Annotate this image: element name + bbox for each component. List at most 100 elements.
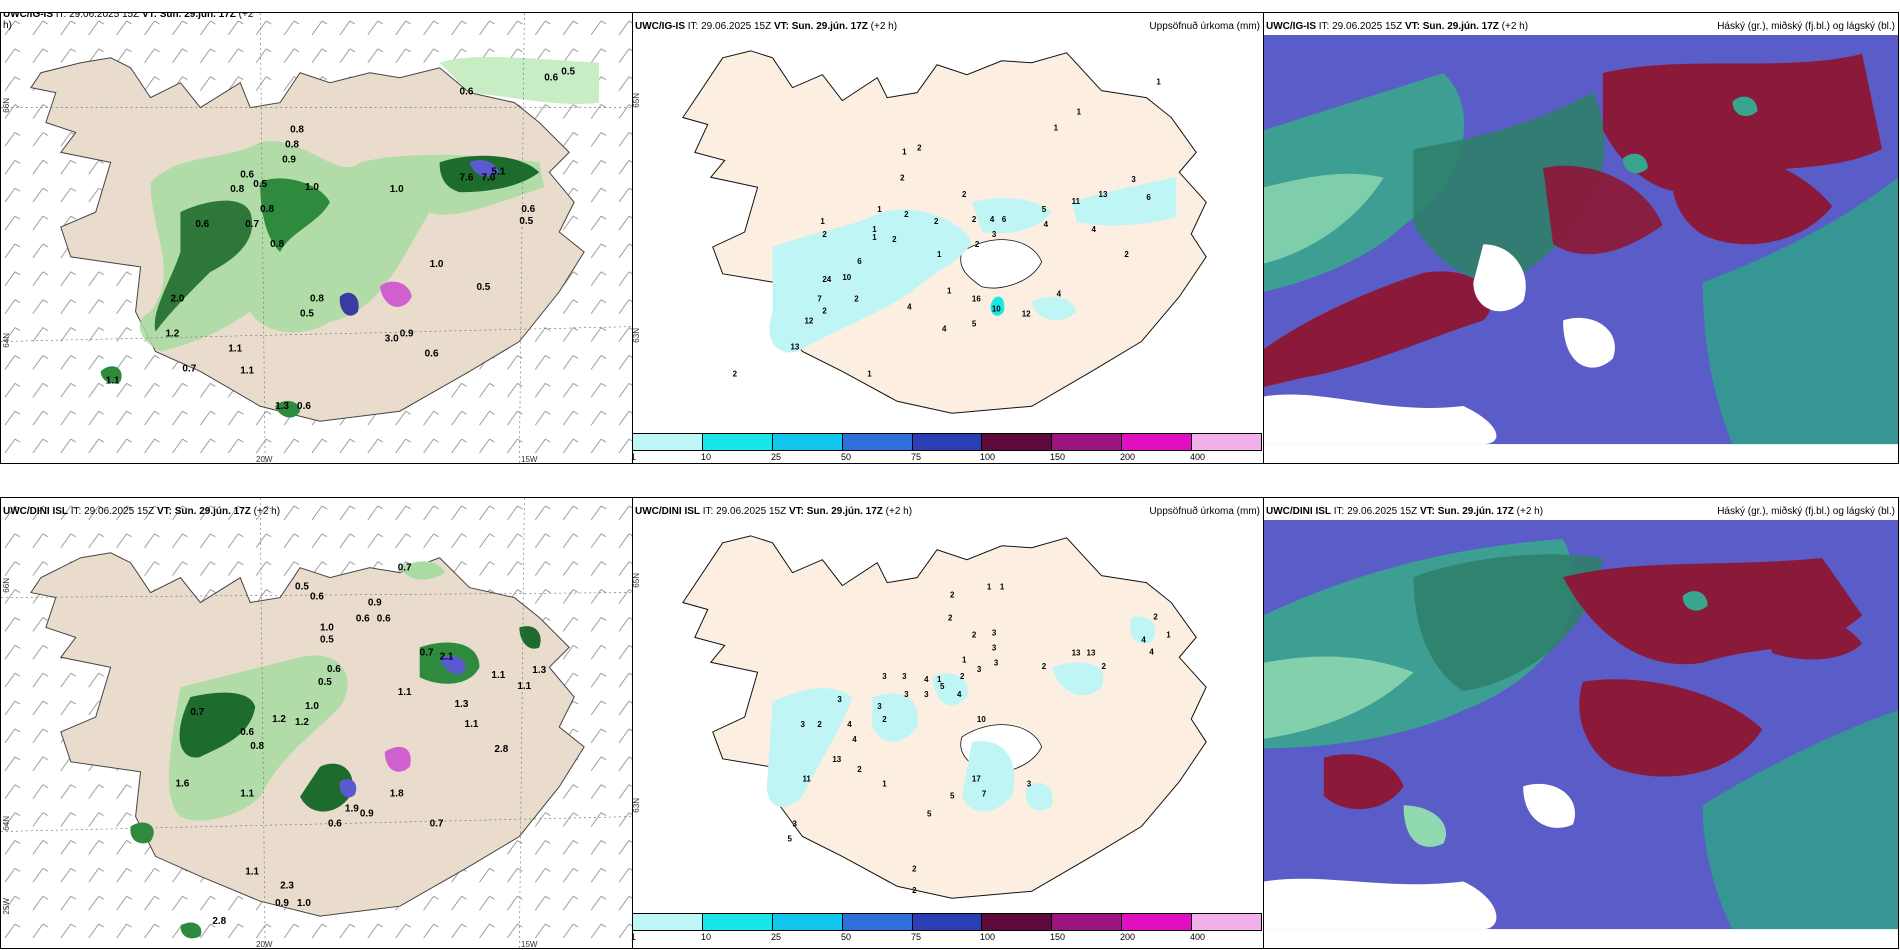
wind-value: 1.1 [240, 365, 254, 376]
panel-title: UWC/IG-IS IT: 29.06.2025 15Z VT: Sun. 29… [635, 21, 898, 32]
precip-value: 2 [962, 190, 967, 199]
precip-value: 3 [924, 690, 929, 699]
colorbar-segment [1052, 914, 1123, 930]
colorbar-tick: 25 [771, 452, 782, 462]
wind-value: 0.9 [282, 154, 296, 165]
precip-value: 1 [1156, 78, 1161, 87]
wind-value: 3.0 [385, 334, 399, 345]
wind-value: 0.6 [460, 87, 474, 98]
wind-value: 0.5 [318, 677, 332, 688]
wind-value: 0.6 [297, 401, 311, 412]
precip-value: 4 [1057, 290, 1062, 299]
panel-title: UWC/DINI ISL IT: 29.06.2025 15Z VT: Sun.… [635, 506, 913, 517]
wind-value: 0.8 [230, 184, 244, 195]
panel-top-left-wind: UWC/IG-IS IT: 29.06.2025 15Z VT: Sun. 29… [0, 12, 633, 464]
precip-value: 2 [900, 173, 905, 182]
precip-value: 13 [1087, 648, 1096, 657]
precip-value: 1 [962, 655, 967, 664]
cloud-map [1264, 35, 1898, 445]
wind-value: 0.6 [377, 613, 391, 624]
wind-value: 7.6 [460, 172, 474, 183]
wind-value: 0.6 [356, 613, 370, 624]
lat-label: 63N [632, 328, 641, 343]
panel-right-title: Háský (gr.), miðský (fj.bl.) og lágský (… [1717, 506, 1895, 517]
precip-value: 1 [877, 205, 882, 214]
wind-value: 7.0 [481, 172, 495, 183]
precip-value: 10 [842, 273, 851, 282]
precip-value: 3 [882, 672, 887, 681]
precip-value: 13 [1072, 648, 1081, 657]
precip-value: 1 [987, 583, 992, 592]
precip-value: 12 [804, 317, 813, 326]
colorbar-segment [772, 434, 843, 450]
colorbar-tick: 150 [1050, 452, 1066, 462]
colorbar-segment [1122, 434, 1193, 450]
wind-value: 0.8 [310, 294, 324, 305]
precip-value: 2 [960, 672, 965, 681]
precip-value: 3 [904, 690, 909, 699]
precip-value: 7 [817, 295, 822, 304]
precip-value: 16 [972, 295, 981, 304]
wind-value: 1.1 [106, 375, 120, 386]
precip-value: 2 [950, 591, 955, 600]
precip-value: 2 [912, 864, 917, 873]
precip-value: 2 [948, 613, 953, 622]
colorbar-segment [982, 914, 1053, 930]
precip-value: 17 [972, 775, 981, 784]
precip-value: 5 [940, 682, 945, 691]
wind-value: 0.5 [476, 282, 490, 293]
precip-value: 2 [1042, 662, 1047, 671]
colorbar-segment [842, 914, 913, 930]
colorbar-tick: 200 [1120, 932, 1136, 942]
wind-value: 2.8 [212, 916, 226, 927]
wind-map: 0.6 0.5 0.6 0.8 0.8 0.9 0.6 0.8 0.5 0.8 … [1, 13, 632, 463]
precip-value: 2 [972, 215, 977, 224]
precip-value: 1 [872, 233, 877, 242]
wind-value: 1.1 [245, 866, 259, 877]
wind-map: 0.7 0.5 0.6 0.9 0.6 0.6 1.0 0.5 0.7 2.1 … [1, 498, 632, 948]
wind-value: 1.1 [517, 681, 531, 692]
wind-value: 1.2 [295, 717, 309, 728]
precip-value: 6 [857, 257, 862, 266]
wind-value: 1.2 [165, 329, 179, 340]
colorbar-tick: 25 [771, 932, 782, 942]
colorbar-segment [702, 434, 773, 450]
colorbar-segment [982, 434, 1053, 450]
wind-value: 0.9 [368, 598, 382, 609]
precip-value: 4 [924, 675, 929, 684]
precip-value: 4 [852, 735, 857, 744]
precip-value: 2 [934, 217, 939, 226]
wind-value: 1.2 [272, 714, 286, 725]
wind-value: 0.9 [275, 898, 289, 909]
lon-label: 15W [521, 455, 538, 464]
wind-value: 1.8 [390, 789, 404, 800]
precip-colorbar-bottom [632, 913, 1262, 931]
precip-value: 1 [947, 287, 952, 296]
precip-value: 11 [802, 775, 811, 784]
wind-value: 2.8 [494, 744, 508, 755]
panel-title: UWC/IG-IS IT: 29.06.2025 15Z VT: Sun. 29… [3, 12, 254, 31]
lon-label: 20W [256, 940, 273, 949]
precip-value: 5 [950, 792, 955, 801]
wind-value: 0.8 [270, 239, 284, 250]
wind-value: 1.3 [455, 699, 469, 710]
precip-value: 3 [992, 628, 997, 637]
precip-value: 4 [990, 215, 995, 224]
colorbar-tick: 10 [701, 932, 712, 942]
wind-value: 0.7 [430, 819, 444, 830]
precip-value: 4 [847, 720, 852, 729]
precip-value: 11 [1072, 197, 1081, 206]
precip-value: 1 [937, 250, 942, 259]
precip-value: 3 [792, 820, 797, 829]
wind-value: 0.5 [300, 309, 314, 320]
wind-value: 1.0 [320, 622, 334, 633]
panel-title: UWC/IG-IS IT: 29.06.2025 15Z VT: Sun. 29… [1266, 21, 1529, 32]
wind-value: 0.9 [360, 809, 374, 820]
colorbar-segment [772, 914, 843, 930]
precip-value: 3 [902, 672, 907, 681]
precip-value: 3 [977, 665, 982, 674]
precip-value: 24 [822, 275, 831, 284]
colorbar-segment [1192, 434, 1262, 450]
colorbar-tick: 400 [1190, 452, 1206, 462]
lat-label: 66N [2, 578, 11, 593]
